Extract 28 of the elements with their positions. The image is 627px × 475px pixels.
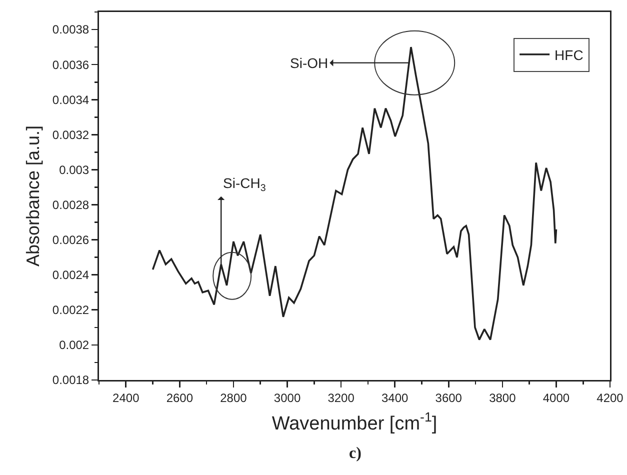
x-tick-label: 4200 (596, 390, 624, 405)
x-tick-label: 3800 (489, 390, 516, 405)
y-axis-title: Absorbance [a.u.] (22, 125, 43, 267)
legend-label: HFC (554, 46, 584, 63)
x-tick-label: 2600 (166, 390, 194, 405)
x-tick-label: 3600 (435, 390, 462, 405)
x-tick-label: 3400 (381, 390, 409, 405)
x-tick-label: 3200 (328, 390, 355, 405)
y-tick-label: 0.0038 (52, 22, 90, 37)
y-tick-label: 0.0026 (52, 233, 90, 248)
y-tick-label: 0.0032 (52, 128, 90, 142)
x-tick-label: 3000 (274, 390, 301, 405)
y-tick-label: 0.002 (59, 338, 90, 352)
y-tick-label: 0.003 (59, 162, 90, 177)
x-tick-label: 2800 (220, 390, 248, 405)
x-axis-title: Wavenumber [cm$^{-1}$] (272, 409, 438, 434)
y-tick-label: 0.0028 (52, 198, 90, 212)
x-tick-label: 2400 (112, 390, 140, 405)
y-tick-label: 0.0018 (52, 373, 90, 388)
y-tick-label: 0.0036 (52, 58, 90, 72)
x-tick-label: 4000 (542, 390, 570, 405)
line-series (152, 46, 558, 341)
annotation: Si-OH (290, 55, 328, 71)
text: c) (349, 445, 362, 462)
y-tick-label: 0.0024 (52, 268, 90, 282)
y-tick-label: 0.0034 (52, 92, 90, 107)
annotation: Si-CH$_{3}$ (223, 175, 266, 194)
y-tick-label: 0.0022 (52, 303, 90, 318)
